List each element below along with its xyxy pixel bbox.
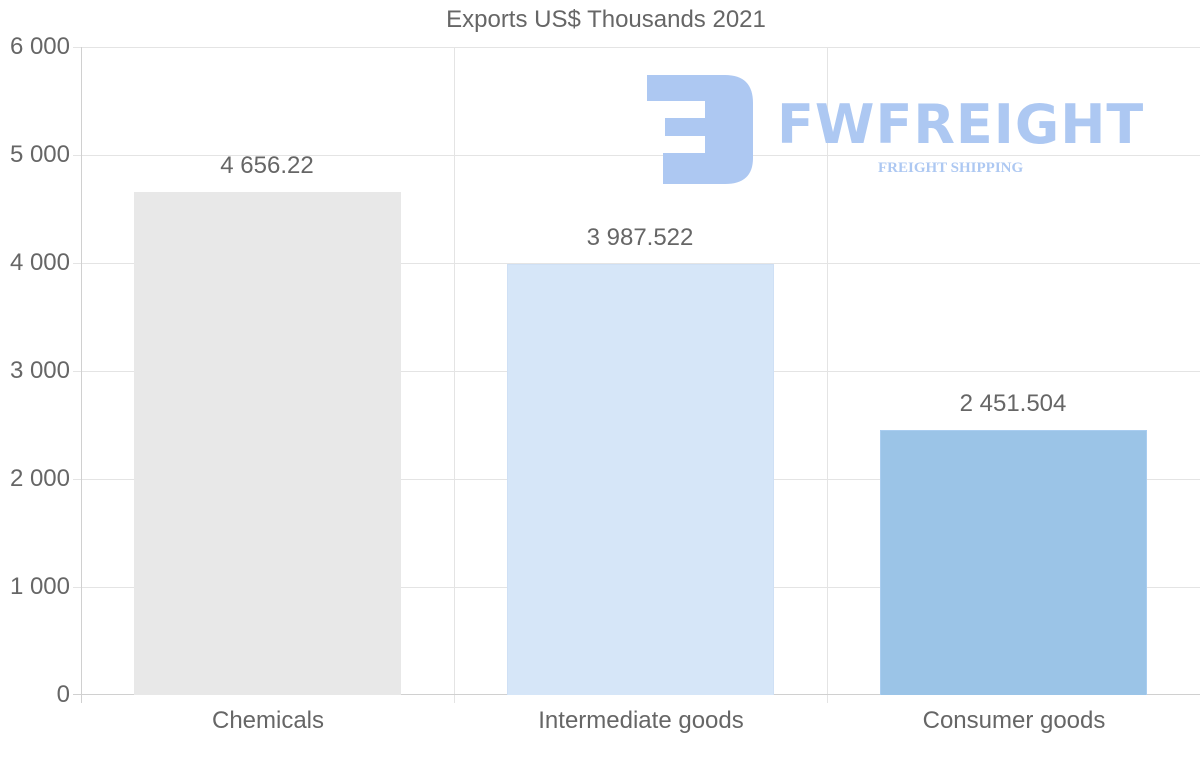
grid-line — [454, 47, 455, 703]
plot-area: 4 656.22 3 987.522 2 451.504 — [73, 47, 1200, 703]
chart-title: Exports US$ Thousands 2021 — [446, 6, 766, 33]
grid-line — [73, 155, 1200, 156]
value-label: 3 987.522 — [586, 224, 694, 251]
bar-chemicals — [134, 192, 401, 695]
y-tick-label: 5 000 — [9, 141, 70, 168]
watermark-logo: FWFREIGHT FREIGHT SHIPPING — [645, 73, 1165, 188]
grid-line — [73, 47, 1200, 48]
watermark-brand: FWFREIGHT — [777, 93, 1145, 156]
value-label: 2 451.504 — [959, 390, 1067, 417]
grid-line — [827, 47, 828, 703]
y-axis — [81, 47, 82, 703]
y-tick-label: 2 000 — [9, 465, 70, 492]
y-tick-label: 0 — [56, 681, 70, 708]
x-tick-label: Intermediate goods — [538, 707, 744, 734]
grid-line — [73, 263, 1200, 264]
y-tick-label: 1 000 — [9, 573, 70, 600]
y-tick-label: 4 000 — [9, 249, 70, 276]
value-label: 4 656.22 — [220, 152, 314, 179]
bar-consumer-goods — [880, 430, 1147, 695]
y-tick-label: 3 000 — [9, 357, 70, 384]
fwfreight-logo-icon — [647, 75, 753, 184]
x-tick-label: Chemicals — [211, 707, 325, 734]
watermark-tagline: FREIGHT SHIPPING — [878, 160, 1024, 176]
x-tick-label: Consumer goods — [922, 707, 1106, 734]
y-tick-label: 6 000 — [9, 33, 70, 60]
bar-intermediate-goods — [507, 264, 774, 695]
